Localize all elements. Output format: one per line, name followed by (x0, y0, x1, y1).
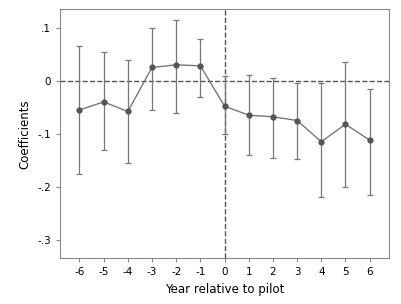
X-axis label: Year relative to pilot: Year relative to pilot (165, 283, 284, 296)
Y-axis label: Coefficients: Coefficients (19, 99, 32, 169)
